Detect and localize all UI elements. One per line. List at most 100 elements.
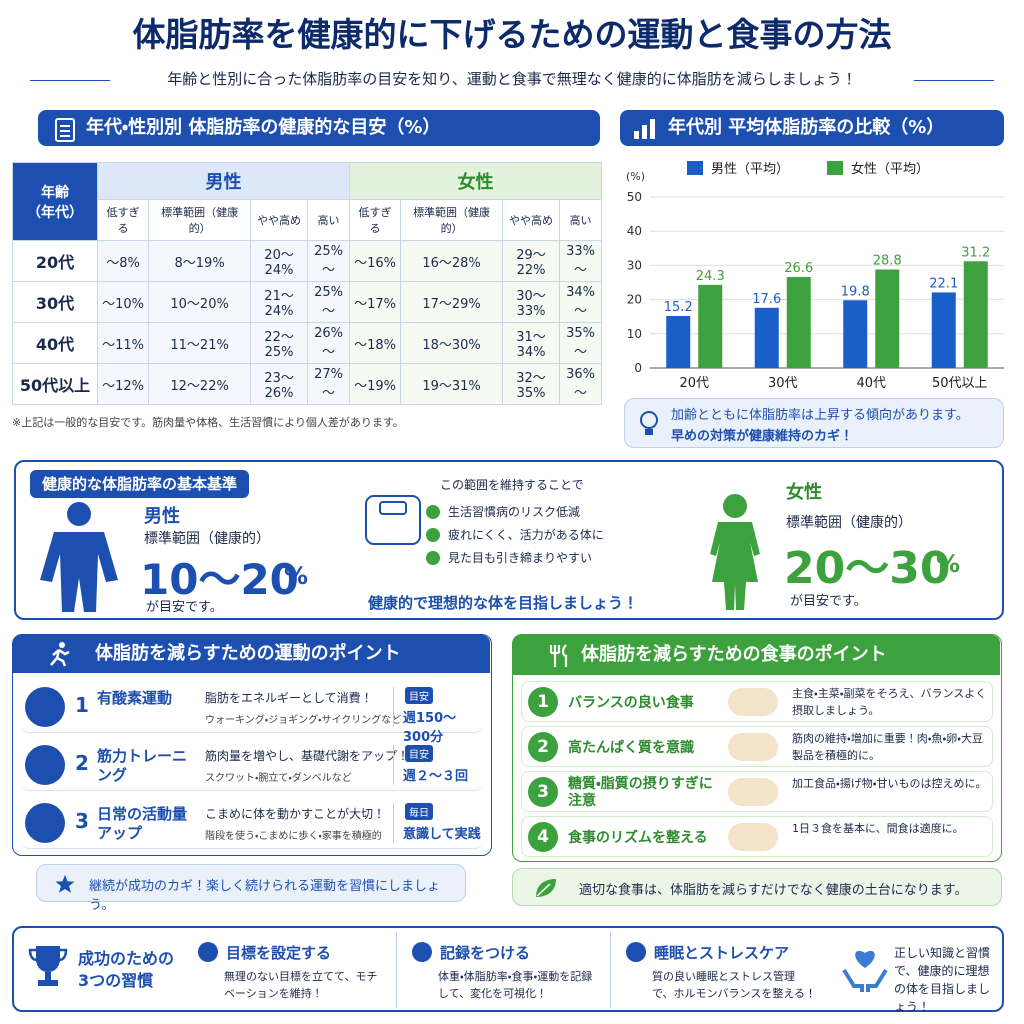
habit-desc: 無理のない目標を立てて、モチベーションを維持！ bbox=[224, 970, 378, 1000]
range-cell: ～12% bbox=[96, 363, 150, 405]
divider bbox=[393, 745, 394, 785]
range-cell: ～19% bbox=[348, 363, 402, 405]
female-figure bbox=[710, 494, 760, 610]
habit-desc: 体重・体脂肪率・食事・運動を記録して、変化を可視化！ bbox=[438, 970, 593, 1000]
check-icon bbox=[426, 550, 440, 565]
legend-label: 男性（平均） bbox=[711, 162, 789, 177]
range-cell: 16～28% bbox=[400, 240, 503, 282]
range-cell: 34%～ bbox=[559, 281, 602, 323]
food-icon bbox=[728, 688, 778, 716]
range-cell: 20～24% bbox=[250, 240, 309, 282]
age-cell: 20代 bbox=[12, 240, 98, 282]
column-header: 低すぎる bbox=[96, 199, 150, 241]
check-icon bbox=[426, 504, 440, 519]
closing-text: 正しい知識と習慣で、健康的に理想の体を目指しましょう！ bbox=[894, 946, 991, 1014]
y-tick-label: 20 bbox=[627, 293, 642, 307]
range-cell: 18～30% bbox=[400, 322, 503, 364]
range-cell: ～17% bbox=[348, 281, 402, 323]
check-icon bbox=[412, 942, 432, 962]
benefit-text: 疲れにくく、活力がある体に bbox=[448, 528, 604, 542]
subtitle: 年齢と性別に合った体脂肪率の目安を知り、運動と食事で無理なく健康的に体脂肪を減ら… bbox=[110, 68, 914, 89]
habits-title: 成功のための3つの習慣 bbox=[78, 949, 175, 990]
table-row: 30代 ～10% 10～20% 21～24% 25%～ ～17% 17～29% 30～33% 3… bbox=[12, 281, 602, 323]
range-cell: ～11% bbox=[96, 322, 150, 364]
diet-footer: 適切な食事は、体脂肪を減らすだけでなく健康の土台になります。 bbox=[512, 868, 1002, 906]
exercise-footer: 継続が成功のカギ！楽しく続けられる運動を習慣にしましょう。 bbox=[36, 864, 466, 913]
diet-item: 1 バランスの良い食事 主食・主菜・副菜をそろえ、バランスよく摂取しましょう。 bbox=[521, 681, 993, 722]
item-desc: こまめに体を動かすことが大切！ bbox=[205, 807, 386, 821]
column-header: 低すぎる bbox=[348, 199, 402, 241]
table-row: 低すぎる 標準範囲（健康的） やや高め 高い 低すぎる 標準範囲（健康的） やや高め 高い bbox=[13, 199, 602, 241]
diet-item: 2 高たんぱく質を意識 筋肉の維持・増加に重要！肉・魚・卵・大豆製品を積極的に。 bbox=[521, 726, 993, 767]
footer-text: 継続が成功のカギ！楽しく続けられる運動を習慣にしましょう。 bbox=[89, 879, 441, 913]
item-tag: 目安 bbox=[405, 745, 433, 762]
corner-text: 年齢 bbox=[41, 184, 69, 201]
female-unit: % bbox=[936, 550, 961, 578]
exercise-icon bbox=[25, 687, 65, 727]
male-figure bbox=[40, 502, 118, 612]
item-target: 週150～300分 bbox=[403, 711, 457, 745]
item-tag: 目安 bbox=[405, 687, 433, 704]
diet-item: 3 糖質・脂質の摂りすぎに注意 加工食品・揚げ物・甘いものは控えめに。 bbox=[521, 771, 993, 812]
x-tick-label: 30代 bbox=[768, 376, 798, 391]
data-label: 19.8 bbox=[841, 284, 870, 299]
table-note: ※上記は一般的な目安です。筋肉量や体格、生活習慣により個人差があります。 bbox=[12, 416, 404, 429]
item-examples: スクワット・腕立て・ダンベルなど bbox=[205, 773, 352, 784]
range-cell: 27%～ bbox=[307, 363, 350, 405]
bar bbox=[754, 307, 779, 368]
check-icon bbox=[426, 527, 440, 542]
range-cell: 31～34% bbox=[501, 322, 561, 364]
bar bbox=[963, 261, 988, 368]
exercise-icon bbox=[25, 745, 65, 785]
range-cell: 10～20% bbox=[148, 281, 252, 323]
range-cell: 12～22% bbox=[148, 363, 252, 405]
legend-swatch bbox=[687, 161, 703, 175]
diet-list: 1 バランスの良い食事 主食・主菜・副菜をそろえ、バランスよく摂取しましょう。 2 高た… bbox=[513, 677, 1001, 861]
scale-icon bbox=[365, 495, 421, 545]
item-title: 日常の活動量アップ bbox=[97, 805, 188, 842]
benefit-item: 生活習慣病のリスク低減 bbox=[426, 500, 676, 523]
habit-title: 睡眠とストレスケア bbox=[654, 944, 790, 962]
x-tick-label: 50代以上 bbox=[932, 376, 988, 391]
legend-label: 女性（平均） bbox=[851, 162, 929, 177]
range-cell: 21～24% bbox=[250, 281, 309, 323]
range-cell: 19～31% bbox=[400, 363, 503, 405]
callout-box: 加齢とともに体脂肪率は上昇する傾向があります。 早めの対策が健康維持のカギ！ bbox=[624, 398, 1004, 448]
y-tick-label: 50 bbox=[627, 190, 642, 204]
table-wrap: 年齢 （年代） 男性 女性 低すぎる 標準範囲（健康的） やや高め 高い 低すぎる 標準範囲（健康… bbox=[12, 162, 603, 405]
bar bbox=[843, 300, 868, 368]
table-row: 50代以上 ～12% 12～22% 23～26% 27%～ ～19% 19～31% 32～35… bbox=[12, 363, 602, 405]
exercise-item: 1 有酸素運動 脂肪をエネルギーとして消費！ ウォーキング・ジョギング・サイクリングな… bbox=[21, 681, 483, 745]
benefit-text: 見た目も引き締まりやすい bbox=[448, 551, 593, 565]
item-desc: 脂肪をエネルギーとして消費！ bbox=[205, 691, 373, 705]
range-cell: 22～25% bbox=[250, 322, 309, 364]
standards-panel: 健康的な体脂肪率の基本基準 男性 標準範囲（健康的） 10～20 % が目安です… bbox=[14, 460, 1004, 620]
range-cell: ～16% bbox=[348, 240, 402, 282]
group-header: 女性 bbox=[348, 162, 603, 200]
group-header: 男性 bbox=[97, 162, 350, 200]
chart-icon bbox=[634, 119, 655, 139]
corner-text: （年代） bbox=[27, 204, 83, 221]
range-cell: ～10% bbox=[96, 281, 150, 323]
benefit-item: 見た目も引き締まりやすい bbox=[426, 546, 676, 569]
item-desc: 加工食品・揚げ物・甘いものは控えめに。 bbox=[792, 777, 987, 790]
column-header: 標準範囲（健康的） bbox=[148, 199, 252, 241]
exercise-list: 1 有酸素運動 脂肪をエネルギーとして消費！ ウォーキング・ジョギング・サイクリングな… bbox=[13, 675, 491, 855]
range-cell: 33%～ bbox=[559, 240, 602, 282]
item-target: 意識して実践 bbox=[403, 827, 481, 842]
male-label: 男性 bbox=[144, 506, 180, 527]
item-desc: 筋肉の維持・増加に重要！肉・魚・卵・大豆製品を積極的に。 bbox=[792, 732, 983, 762]
item-title: 有酸素運動 bbox=[97, 689, 173, 707]
item-target: 週２～３回 bbox=[403, 769, 469, 784]
x-tick-label: 20代 bbox=[679, 376, 709, 391]
item-title: 糖質・脂質の摂りすぎに注意 bbox=[568, 776, 713, 809]
item-desc: 主食・主菜・副菜をそろえ、バランスよく摂取しましょう。 bbox=[792, 687, 987, 717]
item-title: 食事のリズムを整える bbox=[568, 829, 708, 846]
female-suffix: が目安です。 bbox=[790, 594, 867, 609]
table-row: 年齢 （年代） 男性 女性 bbox=[12, 162, 603, 241]
habit-title: 記録をつける bbox=[440, 944, 531, 962]
legend-swatch bbox=[827, 161, 843, 175]
item-examples: 階段を使う・こまめに歩く・家事を積極的 bbox=[205, 831, 382, 842]
data-label: 26.6 bbox=[784, 261, 813, 276]
